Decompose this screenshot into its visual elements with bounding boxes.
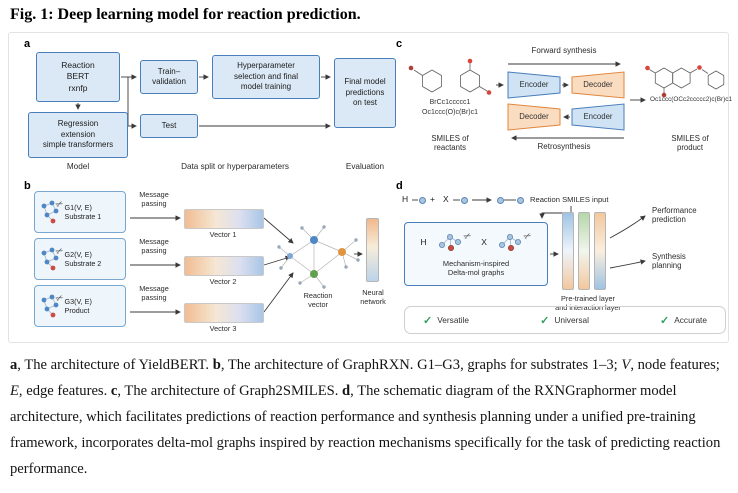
train-validation-box: Train– validation xyxy=(140,60,198,94)
atom-node xyxy=(418,196,426,204)
caption-letter-b: b xyxy=(212,357,221,373)
message-passing-label: Message passing xyxy=(139,190,169,209)
figure-title: Fig. 1: Deep learning model for reaction… xyxy=(10,6,361,23)
caption-letter-a: a xyxy=(10,357,18,373)
panel-d-label: d xyxy=(396,180,403,192)
halide-atom-label: X xyxy=(443,194,449,204)
graph-role: Substrate 2 xyxy=(64,259,102,268)
pretrained-layer-bar xyxy=(562,212,574,290)
neural-network-label: Neural network xyxy=(360,288,386,307)
check-icon: ✓ xyxy=(423,314,433,327)
message-passing-label: Message passing xyxy=(139,284,169,303)
caption-var-e: E xyxy=(10,383,19,399)
caption-text: , The architecture of YieldBERT. xyxy=(17,357,213,373)
delta-mol-graph-icon xyxy=(498,234,521,251)
panel-b-label: b xyxy=(24,180,31,192)
substrate1-graph-box: ✂ G1(V, E) Substrate 1 xyxy=(34,191,126,233)
atom-node xyxy=(516,196,524,204)
graph-name: G3(V, E) xyxy=(64,296,92,306)
feature-label: Versatile xyxy=(437,315,470,325)
vector2-bar xyxy=(184,256,264,276)
hydrogen-atom-label: H xyxy=(402,194,409,204)
evaluation-label: Evaluation xyxy=(345,162,385,171)
message-passing-label: Message passing xyxy=(139,237,169,256)
retrosynthesis-label: Retrosynthesis xyxy=(537,142,591,151)
hyperparameter-box: Hyperparameter selection and final model… xyxy=(212,55,320,99)
vector3-label: Vector 3 xyxy=(209,324,237,333)
decoder-retro-label: Decoder xyxy=(519,111,549,121)
interaction-layer-bar xyxy=(594,212,606,290)
smiles-of-reactants-label: SMILES of reactants xyxy=(431,134,469,152)
product-smiles-text: Oc1ccc(OCc2ccccc2)c(Br)c1 xyxy=(650,96,733,103)
caption-letter-d: d xyxy=(342,383,351,399)
molecular-graph-icon xyxy=(41,200,59,224)
graph-name: G1(V, E) xyxy=(64,202,92,212)
caption-var-v: V xyxy=(621,357,631,373)
figure-caption: a, The architecture of YieldBERT. b, The… xyxy=(10,352,728,482)
scissors-icon: ✂ xyxy=(521,229,534,242)
caption-text: , edge features. xyxy=(18,383,111,399)
graph-name: G2(V, E) xyxy=(64,249,92,259)
neural-network-bar xyxy=(366,218,379,282)
reaction-bert-box: Reaction BERT rxnfp xyxy=(36,52,120,102)
scissors-icon: ✂ xyxy=(461,229,473,242)
halide-atom-label: X xyxy=(481,237,487,247)
synthesis-planning-label: Synthesis planning xyxy=(652,252,686,270)
caption-text: , The architecture of Graph2SMILES. xyxy=(117,383,343,399)
product-graph-box: ✂ G3(V, E) Product xyxy=(34,285,126,327)
panel-a-label: a xyxy=(24,38,31,50)
feature-versatile: ✓ Versatile xyxy=(423,314,469,327)
test-box: Test xyxy=(140,114,198,138)
graph-role: Substrate 1 xyxy=(64,212,102,221)
performance-prediction-label: Performance prediction xyxy=(652,206,697,224)
vector1-bar xyxy=(184,209,264,229)
regression-extension-box: Regression extension simple transformers xyxy=(28,112,128,158)
caption-letter-c: c xyxy=(110,383,118,399)
reaction-smiles-input-label: Reaction SMILES input xyxy=(530,195,609,204)
vector3-bar xyxy=(184,303,264,323)
substrate2-graph-box: ✂ G2(V, E) Substrate 2 xyxy=(34,238,126,280)
final-model-box: Final model predictions on test xyxy=(334,58,396,128)
pretrained-layer-bar xyxy=(578,212,590,290)
molecular-graph-icon xyxy=(41,247,59,271)
vector1-label: Vector 1 xyxy=(209,230,237,239)
delta-mol-graph-icon xyxy=(438,234,461,251)
graph-role: Product xyxy=(64,306,90,315)
reaction-vector-label: Reaction vector xyxy=(303,291,333,310)
delta-mol-graphs-box: H ✂ X ✂ Mechanism-inspired Delta-mol gra… xyxy=(404,222,548,286)
reactants-smiles-text: BrCc1ccccc1 Oc1ccc(O)c(Br)c1 xyxy=(422,99,478,116)
smiles-of-product-label: SMILES of product xyxy=(671,134,709,152)
encoder-retro-label: Encoder xyxy=(583,111,613,121)
feature-accurate: ✓ Accurate xyxy=(660,314,707,327)
atom-node xyxy=(496,196,504,204)
check-icon: ✓ xyxy=(660,314,670,327)
feature-label: Universal xyxy=(554,315,589,325)
vector2-label: Vector 2 xyxy=(209,277,237,286)
data-split-label: Data split or hyperparameters xyxy=(181,162,289,171)
caption-text: , The architecture of GraphRXN. G1–G3, g… xyxy=(220,357,622,373)
plus-sign: + xyxy=(430,194,435,204)
atom-node xyxy=(460,196,468,204)
features-badge-row: ✓ Versatile ✓ Universal ✓ Accurate xyxy=(404,306,726,334)
pretrained-layer-label: Pre-trained layer and interaction layer xyxy=(555,294,621,313)
mechanism-inspired-label: Mechanism-inspired Delta-mol graphs xyxy=(442,259,510,277)
check-icon: ✓ xyxy=(540,314,550,327)
encoder-forward-label: Encoder xyxy=(519,79,549,89)
feature-universal: ✓ Universal xyxy=(540,314,589,327)
model-label: Model xyxy=(66,162,90,171)
caption-text: , The schematic diagram of the RXNGrapho… xyxy=(10,383,721,477)
hydrogen-atom-label: H xyxy=(420,237,427,247)
decoder-forward-label: Decoder xyxy=(583,79,613,89)
forward-synthesis-label: Forward synthesis xyxy=(531,46,597,55)
panel-c-label: c xyxy=(396,38,403,50)
molecular-graph-icon xyxy=(41,294,59,318)
feature-label: Accurate xyxy=(674,315,707,325)
caption-text: , node features; xyxy=(630,357,720,373)
